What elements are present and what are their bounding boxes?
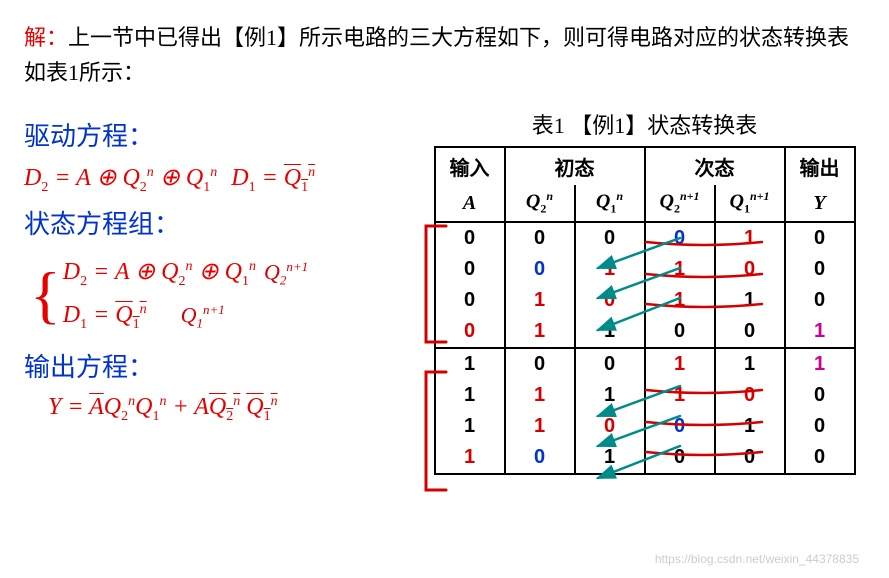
table-cell: 0: [715, 316, 785, 348]
state-d2-eq: D2 = A ⊕ Q2n ⊕ Q1n: [63, 257, 256, 290]
table-row: 100111: [435, 348, 855, 380]
table-cell: 0: [435, 316, 505, 348]
intro-body: 上一节中已得出【例1】所示电路的三大方程如下，则可得电路对应的状态转换表如表1所…: [24, 25, 849, 85]
table-row: 101000: [435, 442, 855, 474]
table-cell: 0: [435, 254, 505, 285]
table-cell: 0: [645, 316, 715, 348]
table-column: 表1 【例1】状态转换表 输入 初态 次态 输出 A Q2n Q1n Q2n+1…: [424, 108, 865, 475]
state-ann-q2: Q2n+1: [264, 259, 308, 289]
drive-eqs: D2 = A ⊕ Q2n ⊕ Q1n D1 = Q1n: [24, 163, 404, 196]
hdr-q2n1: Q2n+1: [645, 185, 715, 222]
table-wrap: 输入 初态 次态 输出 A Q2n Q1n Q2n+1 Q1n+1 Y 0000…: [424, 146, 865, 475]
table-cell: 0: [505, 348, 575, 380]
table-cell: 0: [715, 380, 785, 411]
table-cell: 1: [435, 380, 505, 411]
table-cell: 1: [785, 348, 855, 380]
intro-text: 解：上一节中已得出【例1】所示电路的三大方程如下，则可得电路对应的状态转换表如表…: [24, 20, 865, 90]
table-cell: 0: [645, 442, 715, 474]
table-cell: 0: [785, 285, 855, 316]
table-cell: 1: [715, 411, 785, 442]
table-row: 111100: [435, 380, 855, 411]
state-title: 状态方程组：: [24, 204, 404, 241]
table-row: 010110: [435, 285, 855, 316]
table-cell: 0: [575, 348, 645, 380]
table-cell: 0: [575, 411, 645, 442]
brace-icon: {: [30, 251, 61, 339]
table-cell: 0: [645, 411, 715, 442]
table-caption: 表1 【例1】状态转换表: [424, 108, 865, 140]
table-cell: 0: [575, 222, 645, 254]
watermark: https://blog.csdn.net/weixin_44378835: [655, 552, 859, 566]
table-cell: 1: [715, 348, 785, 380]
table-cell: 1: [435, 348, 505, 380]
state-d1-eq: D1 = Q1n: [63, 302, 147, 333]
table-cell: 0: [785, 254, 855, 285]
table-cell: 1: [645, 285, 715, 316]
table-cell: 1: [505, 316, 575, 348]
table-cell: 1: [505, 380, 575, 411]
equations-column: 驱动方程： D2 = A ⊕ Q2n ⊕ Q1n D1 = Q1n 状态方程组：…: [24, 108, 404, 475]
hdr-q1n1: Q1n+1: [715, 185, 785, 222]
table-cell: 0: [785, 222, 855, 254]
table-cell: 1: [575, 442, 645, 474]
table-cell: 1: [715, 285, 785, 316]
table-cell: 0: [785, 411, 855, 442]
table-cell: 0: [435, 222, 505, 254]
hdr-out: 输出: [785, 147, 855, 185]
table-cell: 1: [575, 380, 645, 411]
table-cell: 0: [505, 222, 575, 254]
table-cell: 1: [575, 316, 645, 348]
table-cell: 0: [435, 285, 505, 316]
eq-d2: D2 = A ⊕ Q2n ⊕ Q1n: [24, 163, 217, 196]
hdr-q2n: Q2n: [505, 185, 575, 222]
table-cell: 1: [715, 222, 785, 254]
table-cell: 0: [505, 442, 575, 474]
table-cell: 0: [645, 222, 715, 254]
hdr-next: 次态: [645, 147, 785, 185]
table-cell: 1: [435, 411, 505, 442]
table-cell: 0: [575, 285, 645, 316]
table-cell: 1: [645, 380, 715, 411]
hdr-input: 输入: [435, 147, 505, 185]
table-row: 000010: [435, 222, 855, 254]
table-cell: 0: [715, 254, 785, 285]
state-brace-group: { D2 = A ⊕ Q2n ⊕ Q1n Q2n+1 D1 = Q1n Q1n+…: [24, 251, 404, 339]
table-row: 110010: [435, 411, 855, 442]
hdr-q1n: Q1n: [575, 185, 645, 222]
output-title: 输出方程：: [24, 347, 404, 384]
table-cell: 0: [785, 380, 855, 411]
table-row: 011001: [435, 316, 855, 348]
table-cell: 1: [435, 442, 505, 474]
table-cell: 1: [505, 285, 575, 316]
hdr-Y: Y: [785, 185, 855, 222]
state-ann-q1: Q1n+1: [181, 302, 225, 332]
table-cell: 1: [785, 316, 855, 348]
table-cell: 1: [645, 254, 715, 285]
intro-prefix: 解：: [24, 25, 68, 50]
table-cell: 0: [715, 442, 785, 474]
state-transition-table: 输入 初态 次态 输出 A Q2n Q1n Q2n+1 Q1n+1 Y 0000…: [434, 146, 856, 475]
eq-y: Y = AQ2nQ1n + AQ2n Q1n: [48, 394, 404, 425]
table-cell: 1: [505, 411, 575, 442]
table-row: 001100: [435, 254, 855, 285]
content-row: 驱动方程： D2 = A ⊕ Q2n ⊕ Q1n D1 = Q1n 状态方程组：…: [24, 108, 865, 475]
hdr-init: 初态: [505, 147, 645, 185]
drive-title: 驱动方程：: [24, 116, 404, 153]
table-cell: 0: [505, 254, 575, 285]
eq-d1: D1 = Q1n: [231, 165, 315, 196]
table-cell: 0: [785, 442, 855, 474]
hdr-A: A: [435, 185, 505, 222]
table-cell: 1: [645, 348, 715, 380]
table-cell: 1: [575, 254, 645, 285]
